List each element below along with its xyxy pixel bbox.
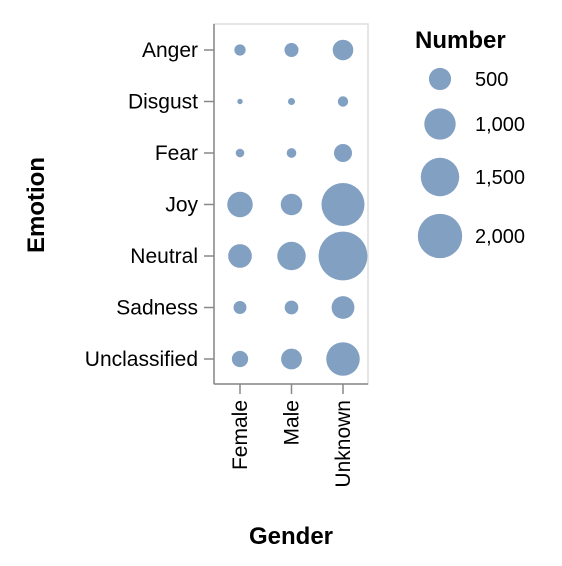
y-tick-label-neutral: Neutral xyxy=(130,245,198,268)
bubble-joy-male xyxy=(280,193,303,216)
y-tick-label-anger: Anger xyxy=(142,39,198,62)
legend-symbol-1-000 xyxy=(424,108,456,140)
bubble-anger-unknown xyxy=(332,39,354,61)
legend-symbol-1-500 xyxy=(420,157,460,197)
bubble-disgust-unknown xyxy=(337,96,349,107)
bubble-joy-unknown xyxy=(321,182,365,227)
bubble-sadness-female xyxy=(233,301,247,314)
x-axis-title: Gender xyxy=(249,523,333,550)
legend-label-1-000: 1,000 xyxy=(475,114,525,136)
y-tick-label-fear: Fear xyxy=(155,142,198,165)
x-tick-label-male: Male xyxy=(281,400,304,446)
x-tick-label-unknown: Unknown xyxy=(332,400,355,488)
bubbles xyxy=(227,39,368,376)
bubble-unclassified-male xyxy=(281,348,302,370)
legend-label-500: 500 xyxy=(475,69,508,91)
bubble-sadness-male xyxy=(284,300,299,315)
bubble-joy-female xyxy=(227,191,253,218)
legend-symbol-2-000 xyxy=(417,213,463,259)
bubble-unclassified-female xyxy=(231,350,249,368)
y-tick-label-unclassified: Unclassified xyxy=(85,348,198,371)
x-axis-ticks: Female Male Unknown xyxy=(229,384,355,488)
bubble-neutral-female xyxy=(228,244,252,268)
y-axis-ticks: Anger Disgust Fear Joy Neutral Sadness Unclass… xyxy=(85,39,214,371)
legend-symbol-500 xyxy=(428,67,452,91)
y-tick-label-sadness: Sadness xyxy=(116,297,198,320)
bubble-sadness-unknown xyxy=(331,296,355,319)
x-tick-label-female: Female xyxy=(229,400,252,470)
legend-title: Number xyxy=(415,27,506,54)
bubble-anger-female xyxy=(234,44,246,56)
bubble-disgust-female xyxy=(237,98,243,105)
legend-label-1-500: 1,500 xyxy=(475,167,525,189)
legend-label-2-000: 2,000 xyxy=(475,226,525,248)
y-tick-label-joy: Joy xyxy=(165,194,198,217)
y-axis-title: Emotion xyxy=(23,157,50,253)
bubble-neutral-unknown xyxy=(318,231,368,281)
bubble-neutral-male xyxy=(277,241,306,271)
bubble-fear-female xyxy=(235,148,245,158)
bubble-fear-unknown xyxy=(333,143,353,163)
bubble-disgust-male xyxy=(287,97,296,106)
bubble-anger-male xyxy=(284,42,299,58)
bubble-unclassified-unknown xyxy=(326,342,360,376)
bubble-fear-male xyxy=(286,148,297,158)
size-legend: 500 1,000 1,500 2,000 xyxy=(417,67,525,259)
y-tick-label-disgust: Disgust xyxy=(128,91,198,114)
